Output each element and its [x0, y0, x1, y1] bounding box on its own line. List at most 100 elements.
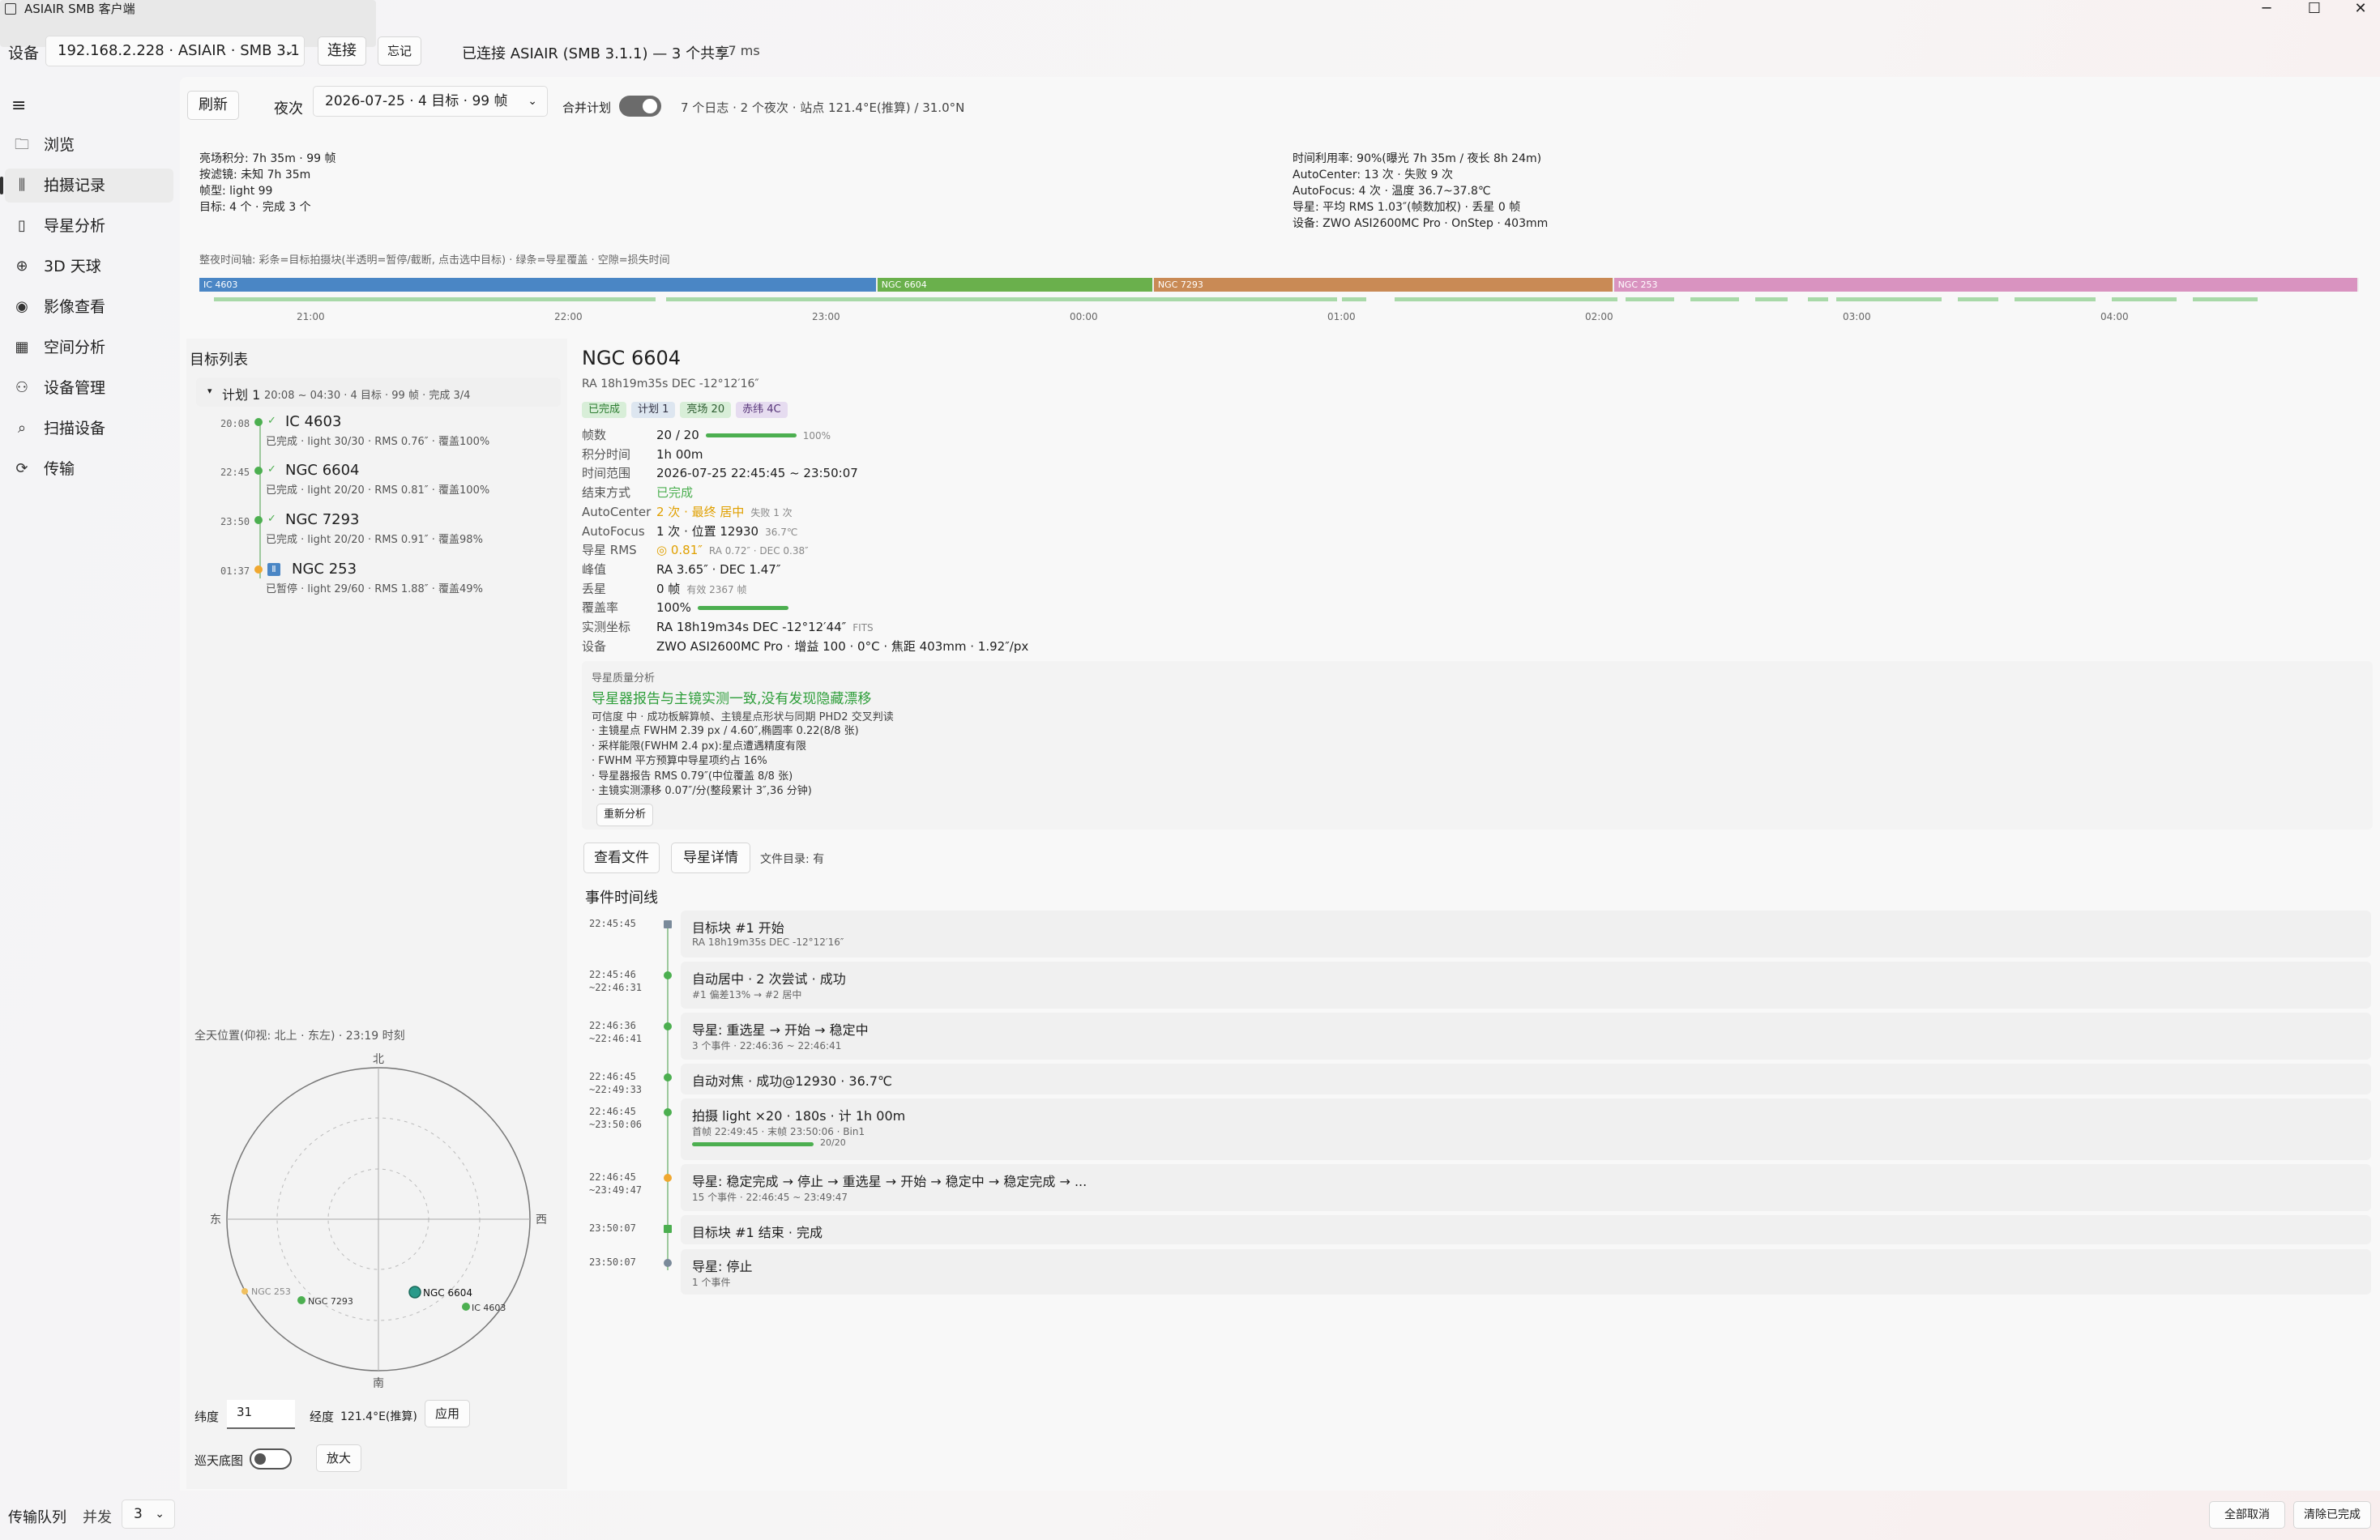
minimize-button[interactable]: ─: [2262, 0, 2271, 17]
event-subtitle: #1 偏差13% → #2 居中: [692, 989, 802, 1000]
timeline-segment[interactable]: NGC 7293: [1153, 278, 1613, 292]
sidebar-item-7[interactable]: ⌕ 扫描设备: [5, 412, 173, 446]
detail-extra: 36.7℃: [765, 526, 798, 538]
stats-right: 时间利用率: 90%(曝光 7h 35m / 夜长 8h 24m) AutoCen…: [1293, 151, 1548, 232]
event-card[interactable]: 目标块 #1 结束 · 完成: [681, 1215, 2371, 1244]
timeline-segment[interactable]: NGC 6604: [877, 278, 1152, 292]
detail-value-text: 1 次 · 位置 12930: [656, 523, 759, 539]
timeline-caption: 整夜时间轴: 彩条=目标拍摄块(半透明=暂停/截断, 点击选中目标) · 绿条=…: [199, 254, 670, 267]
sidebar-item-6[interactable]: ⚇ 设备管理: [5, 371, 173, 405]
merge-plan-label: 合并计划: [562, 100, 612, 115]
south-label: 南: [373, 1377, 384, 1390]
event-marker: [664, 1108, 672, 1116]
detail-value-text: 2 次 · 最终 居中: [656, 504, 745, 519]
analysis-bullet: · 主镜星点 FWHM 2.39 px / 4.60″,椭圆率 0.22(8/8…: [592, 725, 859, 737]
target-name[interactable]: NGC 7293: [285, 511, 360, 528]
status-dot: [254, 565, 263, 574]
progress-bar: [705, 433, 797, 437]
forget-button[interactable]: 忘记: [378, 36, 421, 66]
event-card[interactable]: 目标块 #1 开始 RA 18h19m35s DEC -12°12′16″: [681, 911, 2371, 958]
phone-icon: ▯: [18, 217, 26, 234]
sidebar-item-3[interactable]: ⊕ 3D 天球: [5, 250, 173, 284]
cancel-all-button[interactable]: 全部取消: [2209, 1501, 2285, 1529]
close-button[interactable]: ✕: [2354, 0, 2367, 17]
timeline-tick: 01:00: [1327, 311, 1356, 322]
maximize-button[interactable]: ☐: [2307, 0, 2322, 17]
merge-plan-toggle[interactable]: [619, 96, 661, 117]
detail-row: 覆盖率 100%: [582, 599, 1635, 616]
ngc7293-marker[interactable]: [297, 1296, 306, 1304]
stat-line: 时间利用率: 90%(曝光 7h 35m / 夜长 8h 24m): [1293, 152, 1542, 165]
detail-tags: 已完成 计划 1 亮场 20 赤纬 4C: [582, 400, 793, 418]
target-name[interactable]: NGC 253: [292, 561, 357, 578]
sidebar-item-5[interactable]: ▦ 空间分析: [5, 331, 173, 365]
status-dot: [254, 467, 263, 475]
detail-extra: 有效 2367 帧: [686, 583, 747, 595]
device-select[interactable]: 192.168.2.228 · ASIAIR · SMB 3.1 ⌄: [45, 36, 305, 66]
guide-coverage-segment: [214, 297, 656, 301]
ngc6604-marker[interactable]: [408, 1286, 421, 1299]
sidebar-item-0[interactable]: 🗀 浏览: [5, 128, 173, 162]
target-name[interactable]: IC 4603: [285, 413, 342, 430]
detail-title: NGC 6604: [582, 347, 682, 369]
detail-value: ZWO ASI2600MC Pro · 增益 100 · 0°C · 焦距 40…: [656, 638, 1028, 655]
timeline-segment[interactable]: NGC 253: [1613, 278, 2357, 292]
detail-tag: 已完成: [582, 402, 627, 418]
log-summary: 7 个日志 · 2 个夜次 · 站点 121.4°E(推算) / 31.0°N: [681, 100, 965, 115]
ic4603-marker[interactable]: [462, 1303, 470, 1311]
view-files-button[interactable]: 查看文件: [583, 843, 660, 873]
event-card[interactable]: 自动居中 · 2 次尝试 · 成功 #1 偏差13% → #2 居中: [681, 962, 2371, 1009]
window-title: ASIAIR SMB 客户端: [24, 2, 135, 16]
skymap-caption: 全天位置(仰视: 北上 · 东左) · 23:19 时刻: [194, 1030, 405, 1043]
event-card[interactable]: 导星: 停止 1 个事件: [681, 1249, 2371, 1295]
latitude-label: 纬度: [194, 1410, 220, 1424]
event-card[interactable]: 导星: 稳定完成 → 停止 → 重选星 → 开始 → 稳定中 → 稳定完成 → …: [681, 1164, 2371, 1211]
detail-extra: 失败 1 次: [750, 506, 793, 518]
concurrency-select[interactable]: 3 ⌄: [122, 1499, 175, 1529]
target-list-heading: 目标列表: [190, 352, 248, 369]
guide-coverage-segment: [1755, 297, 1788, 301]
guide-detail-button[interactable]: 导星详情: [671, 843, 750, 873]
night-label: 夜次: [274, 100, 303, 117]
event-time: ~22:46:31: [589, 982, 643, 993]
detail-key: 结束方式: [582, 485, 631, 501]
plan-group[interactable]: ▾ 计划 1 20:08 ~ 04:30 · 4 目标 · 99 帧 · 完成 …: [196, 378, 561, 407]
sidebar-item-8[interactable]: ⟳ 传输: [5, 452, 173, 486]
sidebar-item-label: 传输: [44, 460, 75, 478]
night-timeline[interactable]: IC 4603 NGC 6604 NGC 7293 NGC 253: [199, 278, 2359, 292]
event-card[interactable]: 自动对焦 · 成功@12930 · 36.7℃: [681, 1064, 2371, 1094]
sky-map[interactable]: 北 南 东 西 NGC 253 NGC 7293 NGC 6604 IC 460…: [211, 1045, 551, 1393]
guide-coverage-segment: [1836, 297, 1942, 301]
longitude-value: 121.4°E(推算): [340, 1410, 417, 1423]
sidebar-item-4[interactable]: ◉ 影像查看: [5, 290, 173, 324]
zoom-button[interactable]: 放大: [316, 1444, 361, 1472]
north-label: 北: [373, 1053, 384, 1066]
target-name[interactable]: NGC 6604: [285, 462, 360, 479]
target-summary: 已完成 · light 30/30 · RMS 0.76″ · 覆盖100%: [266, 436, 490, 448]
target-connector-line: [259, 424, 261, 578]
timeline-tick: 04:00: [2100, 311, 2129, 322]
connect-button[interactable]: 连接: [318, 36, 366, 66]
night-select[interactable]: 2026-07-25 · 4 目标 · 99 帧 ⌄: [313, 86, 548, 117]
sidebar-item-2[interactable]: ▯ 导星分析: [5, 209, 173, 243]
latitude-input[interactable]: 31: [227, 1400, 295, 1429]
apply-button[interactable]: 应用: [425, 1400, 470, 1427]
detail-row: 导星 RMS ◎ 0.81″ RA 0.72″ · DEC 0.38″: [582, 541, 1635, 559]
stat-line: 帧型: light 99: [199, 185, 273, 198]
clear-done-button[interactable]: 清除已完成: [2293, 1501, 2371, 1529]
timeline-segment[interactable]: IC 4603: [199, 278, 876, 292]
event-card[interactable]: 拍摄 light ×20 · 180s · 计 1h 00m 首帧 22:49:4…: [681, 1098, 2371, 1160]
refresh-button[interactable]: 刷新: [187, 91, 239, 120]
menu-icon[interactable]: ≡: [11, 96, 27, 116]
progress-fill: [697, 606, 788, 611]
detail-key: AutoCenter: [582, 504, 652, 519]
event-card[interactable]: 导星: 重选星 → 开始 → 稳定中 3 个事件 · 22:46:36 ~ 22:…: [681, 1013, 2371, 1060]
ngc253-marker[interactable]: [241, 1288, 248, 1295]
sidebar-item-1[interactable]: ⫼ 拍摄记录: [0, 169, 173, 203]
guide-coverage-segment: [2015, 297, 2096, 301]
grid-icon: ▦: [15, 339, 29, 356]
detail-extra: RA 0.72″ · DEC 0.38″: [708, 545, 809, 557]
survey-toggle[interactable]: [250, 1448, 292, 1470]
detail-value: 100%: [656, 599, 788, 616]
reanalyze-button[interactable]: 重新分析: [596, 804, 653, 826]
